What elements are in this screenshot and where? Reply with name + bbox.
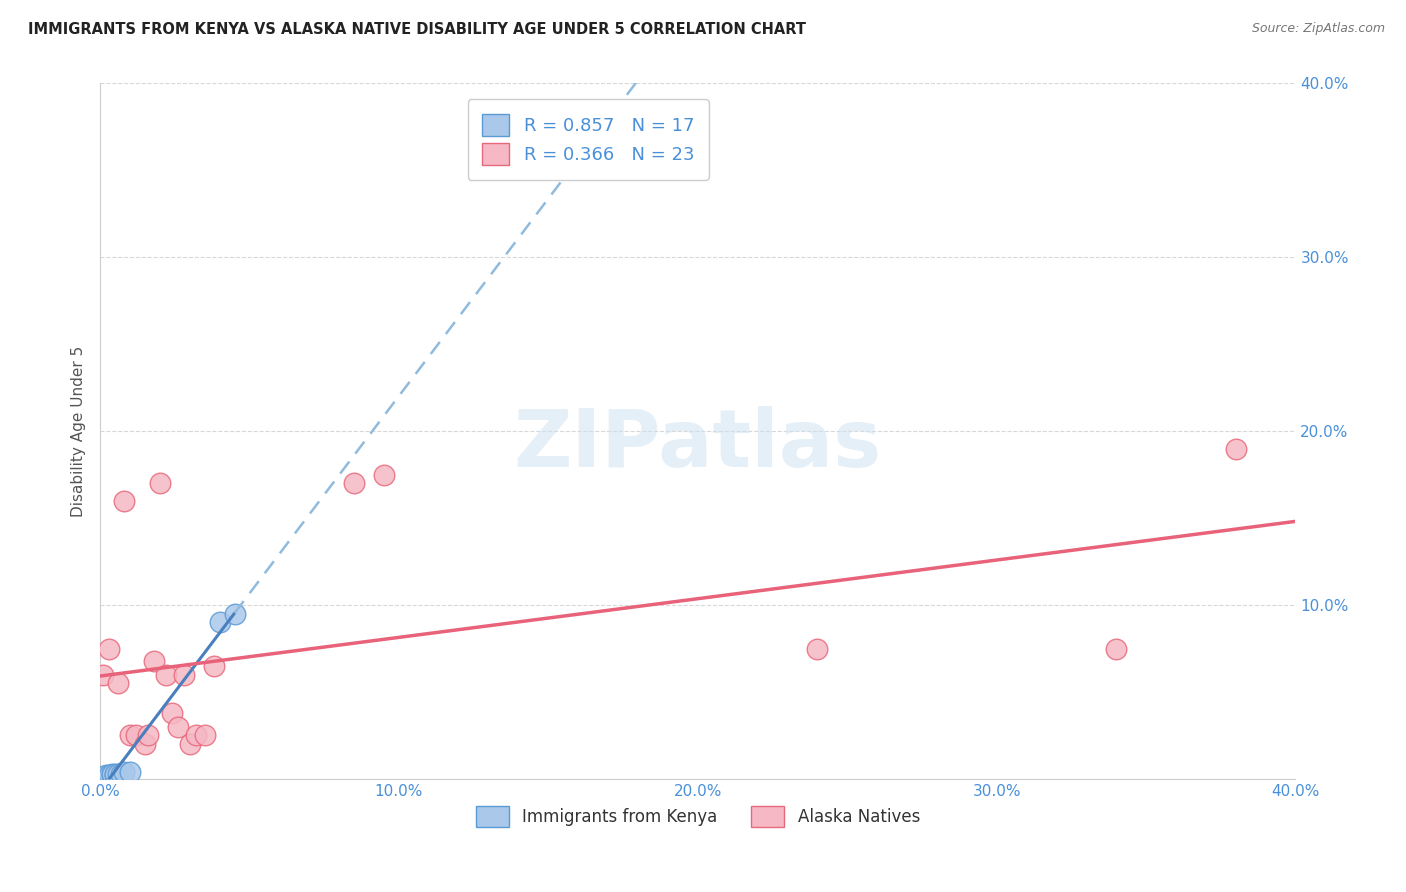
Point [107, 676, 129, 690]
Point [194, 728, 217, 742]
Point [104, 766, 127, 780]
Point [160, 706, 183, 720]
Point [184, 728, 207, 742]
Point [373, 467, 395, 482]
Point [202, 659, 225, 673]
Point [101, 766, 124, 780]
Point [1105, 641, 1128, 656]
Point [110, 766, 132, 780]
Point [173, 667, 195, 681]
Point [91, 770, 114, 784]
Point [136, 728, 159, 742]
Point [343, 476, 366, 491]
Point [98, 641, 121, 656]
Point [149, 476, 172, 491]
Point [179, 737, 201, 751]
Point [94, 770, 117, 784]
Point [90, 770, 112, 784]
Point [93, 770, 115, 784]
Point [107, 766, 129, 780]
Text: ZIPatlas: ZIPatlas [513, 406, 882, 484]
Point [112, 764, 135, 779]
Point [118, 764, 141, 779]
Legend: Immigrants from Kenya, Alaska Natives: Immigrants from Kenya, Alaska Natives [470, 799, 927, 833]
Point [104, 768, 127, 782]
Point [112, 493, 135, 508]
Point [134, 737, 156, 751]
Point [166, 720, 188, 734]
Y-axis label: Disability Age Under 5: Disability Age Under 5 [72, 345, 86, 516]
Point [98, 768, 121, 782]
Point [98, 770, 121, 784]
Point [142, 654, 165, 668]
Text: IMMIGRANTS FROM KENYA VS ALASKA NATIVE DISABILITY AGE UNDER 5 CORRELATION CHART: IMMIGRANTS FROM KENYA VS ALASKA NATIVE D… [28, 22, 806, 37]
Point [101, 768, 124, 782]
Point [155, 667, 177, 681]
Point [208, 615, 231, 630]
Point [91, 667, 114, 681]
Text: Source: ZipAtlas.com: Source: ZipAtlas.com [1251, 22, 1385, 36]
Point [224, 607, 246, 621]
Point [118, 728, 141, 742]
Point [125, 728, 148, 742]
Point [806, 641, 828, 656]
Point [94, 768, 117, 782]
Point [1225, 442, 1247, 456]
